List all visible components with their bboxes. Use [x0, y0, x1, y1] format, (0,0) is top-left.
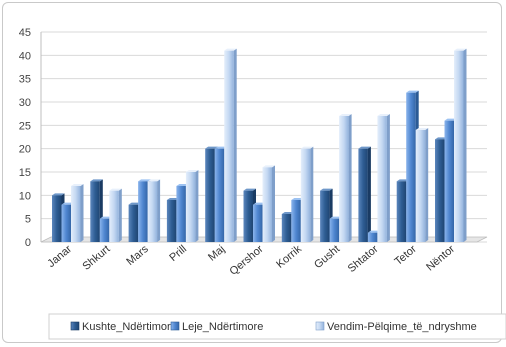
- y-tick-label: 40: [19, 50, 31, 62]
- legend-swatch: [170, 321, 180, 331]
- y-tick-label: 20: [19, 144, 31, 156]
- legend: Kushte_Ndërtimore Leje_Ndërtimore Vendim-P…: [48, 313, 506, 340]
- y-tick-label: 15: [19, 167, 31, 179]
- legend-swatch: [315, 321, 325, 331]
- y-tick-label: 0: [25, 237, 31, 249]
- bar: [147, 179, 161, 242]
- x-tick-label: Shtator: [346, 243, 381, 275]
- x-tick-label: Qershor: [228, 243, 266, 278]
- bar: [358, 146, 371, 242]
- x-tick-label: Korrik: [274, 243, 304, 271]
- bar: [71, 184, 84, 242]
- x-tick-label: Mars: [124, 243, 151, 268]
- legend-label: Kushte_Ndërtimore: [82, 321, 177, 333]
- x-tick-label: Gusht: [312, 243, 342, 271]
- x-tick-label: Janar: [45, 243, 74, 270]
- legend-label: Leje_Ndërtimore: [182, 321, 263, 333]
- legend-swatch: [70, 321, 80, 331]
- x-tick-label: Maj: [206, 243, 227, 264]
- bars: [52, 48, 467, 243]
- bar: [262, 165, 275, 242]
- x-tick-label: Prill: [167, 243, 189, 264]
- x-tick-label: Tetor: [392, 243, 419, 268]
- x-tick-label: Nëntor: [424, 243, 457, 274]
- bar: [109, 188, 122, 242]
- bar: [415, 128, 429, 242]
- y-tick-label: 25: [19, 120, 31, 132]
- legend-box: [48, 313, 506, 340]
- x-tick-label: Shkurt: [80, 243, 112, 273]
- legend-label: Vendim-Pëlqime_të_ndryshme: [327, 321, 477, 333]
- y-axis: 0 5 10 15 20 25 30 35 40 45: [19, 27, 42, 249]
- y-tick-label: 10: [19, 190, 31, 202]
- y-tick-label: 45: [19, 27, 31, 39]
- bar: [377, 114, 390, 242]
- y-tick-label: 5: [25, 214, 31, 226]
- y-tick-label: 35: [19, 74, 31, 86]
- bar: [185, 170, 199, 242]
- bar: [454, 48, 467, 242]
- bar: [339, 114, 352, 242]
- bar: [300, 146, 314, 242]
- x-axis: Janar Shkurt Mars Prill Maj Qershor Korrik Gush…: [45, 243, 457, 278]
- bar: [224, 48, 237, 242]
- y-tick-label: 30: [19, 97, 31, 109]
